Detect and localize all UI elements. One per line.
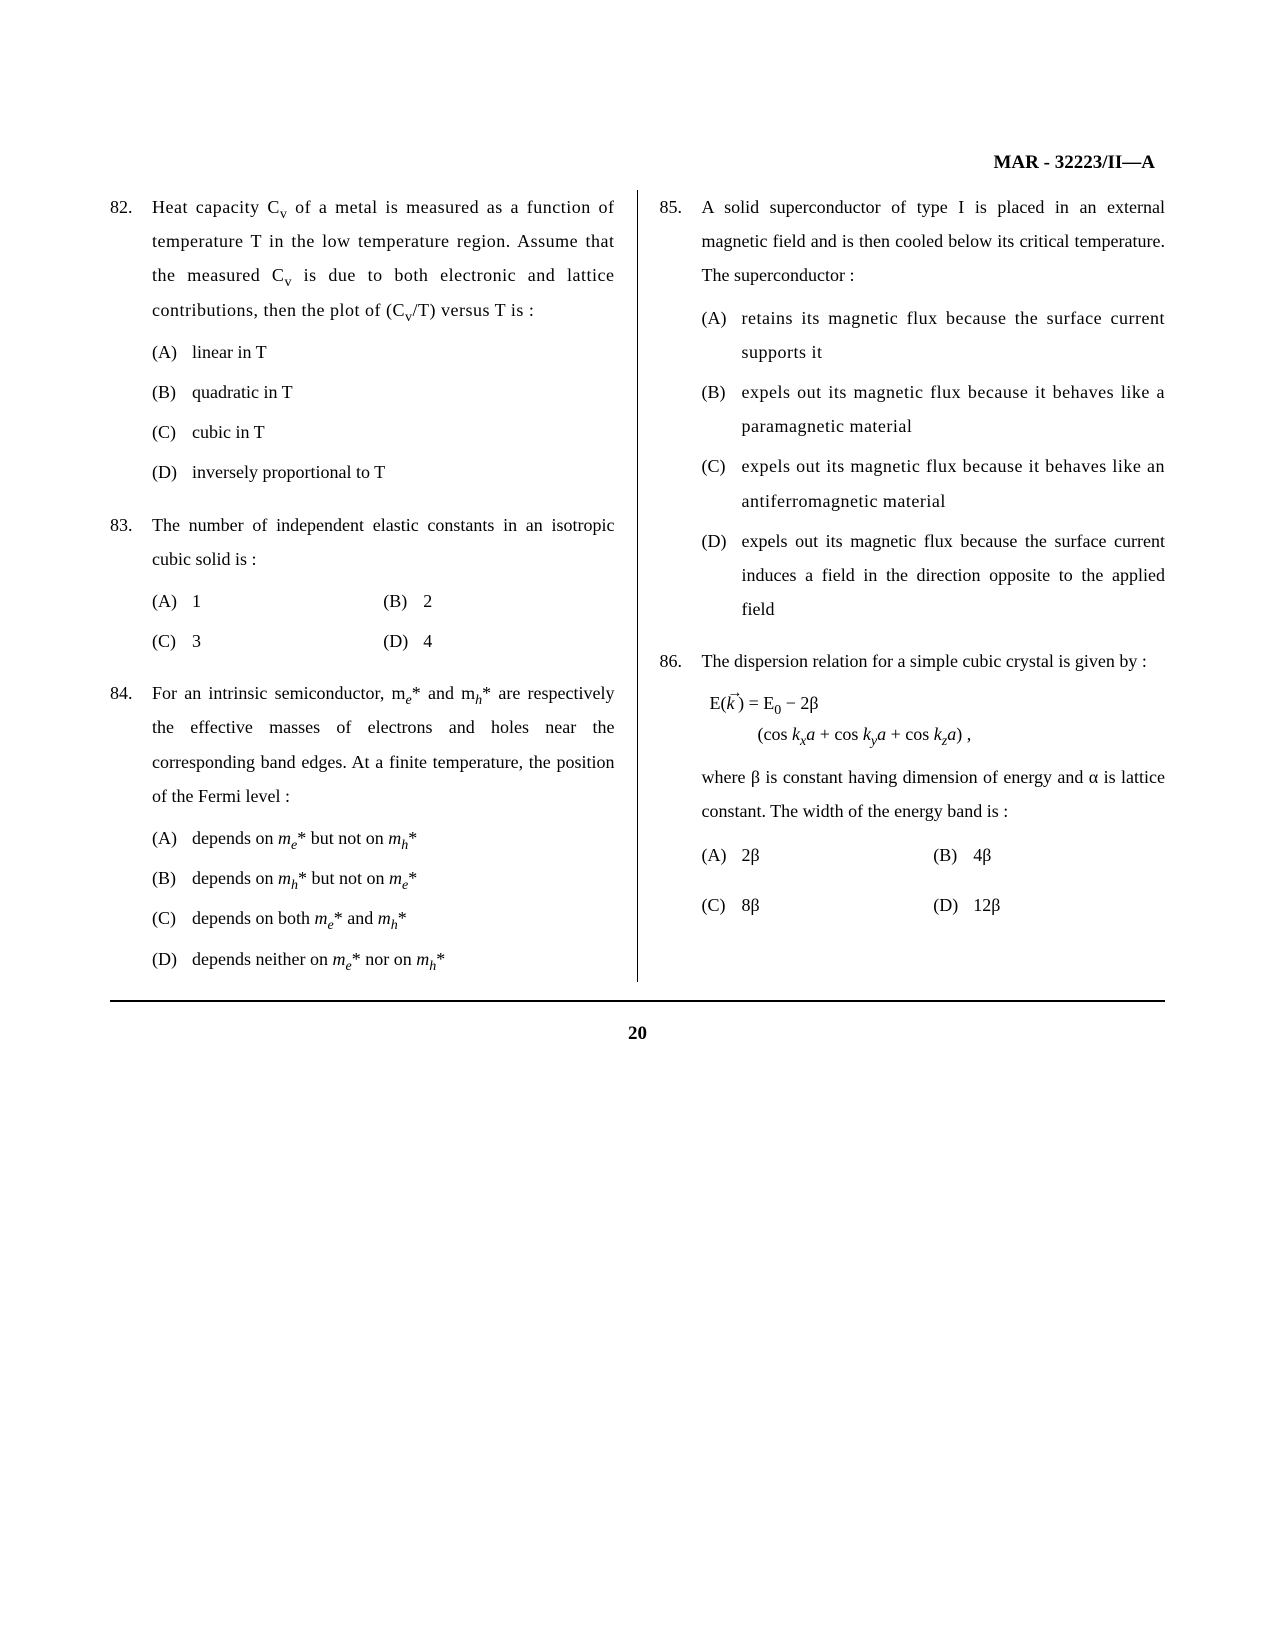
question-number: 86.	[660, 644, 702, 928]
question-body: The number of independent elastic consta…	[152, 508, 615, 665]
option-label: (D)	[152, 455, 192, 489]
question-body: A solid superconductor of type I is plac…	[702, 190, 1166, 632]
two-column-layout: 82. Heat capacity Cv of a metal is measu…	[110, 190, 1165, 1002]
option-c: (C) 8β	[702, 888, 934, 922]
option-b: (B) depends on mh* but not on me*	[152, 861, 615, 895]
question-83: 83. The number of independent elastic co…	[110, 508, 615, 665]
question-84: 84. For an intrinsic semiconductor, me* …	[110, 676, 615, 982]
question-85: 85. A solid superconductor of type I is …	[660, 190, 1166, 632]
dispersion-formula: E(k ) = E0 − 2β (cos kxa + cos kya + cos…	[710, 688, 1166, 749]
option-text: 2	[423, 584, 432, 618]
option-label: (A)	[702, 838, 742, 872]
options-list: (A) 1 (B) 2 (C) 3	[152, 584, 615, 658]
formula-line-1: E(k ) = E0 − 2β	[710, 688, 1166, 719]
option-label: (A)	[152, 335, 192, 369]
option-text: 4	[423, 624, 432, 658]
option-d: (D) depends neither on me* nor on mh*	[152, 942, 615, 976]
option-text: depends neither on me* nor on mh*	[192, 942, 615, 976]
option-b: (B) quadratic in T	[152, 375, 615, 409]
option-label: (C)	[152, 901, 192, 935]
option-text: depends on me* but not on mh*	[192, 821, 615, 855]
option-c: (C) cubic in T	[152, 415, 615, 449]
option-text: retains its magnetic flux because the su…	[742, 301, 1166, 369]
option-text: 3	[192, 624, 201, 658]
option-d: (D) 12β	[933, 888, 1165, 922]
question-stem-1: The dispersion relation for a simple cub…	[702, 644, 1166, 678]
option-label: (D)	[383, 624, 423, 658]
option-c: (C) depends on both me* and mh*	[152, 901, 615, 935]
right-column: 85. A solid superconductor of type I is …	[638, 190, 1166, 982]
option-a: (A) linear in T	[152, 335, 615, 369]
option-text: 12β	[973, 888, 1000, 922]
option-text: cubic in T	[192, 415, 615, 449]
question-stem: For an intrinsic semiconductor, me* and …	[152, 676, 615, 813]
page-number: 20	[110, 1016, 1165, 1052]
option-text: inversely proportional to T	[192, 455, 615, 489]
question-number: 84.	[110, 676, 152, 982]
option-label: (B)	[152, 375, 192, 409]
option-label: (C)	[152, 624, 192, 658]
question-stem: The number of independent elastic consta…	[152, 508, 615, 576]
option-label: (D)	[702, 524, 742, 627]
option-label: (B)	[152, 861, 192, 895]
option-d: (D) expels out its magnetic flux because…	[702, 524, 1166, 627]
option-text: expels out its magnetic flux because the…	[742, 524, 1166, 627]
options-list: (A) retains its magnetic flux because th…	[702, 301, 1166, 627]
option-label: (C)	[702, 449, 742, 517]
option-text: depends on mh* but not on me*	[192, 861, 615, 895]
option-row: (A) 1 (B) 2	[152, 584, 615, 618]
option-a: (A) depends on me* but not on mh*	[152, 821, 615, 855]
options-list: (A) depends on me* but not on mh* (B) de…	[152, 821, 615, 976]
option-label: (A)	[702, 301, 742, 369]
question-body: Heat capacity Cv of a metal is measured …	[152, 190, 615, 496]
question-number: 82.	[110, 190, 152, 496]
option-c: (C) expels out its magnetic flux because…	[702, 449, 1166, 517]
option-b: (B) 4β	[933, 838, 1165, 872]
option-label: (C)	[702, 888, 742, 922]
option-label: (A)	[152, 821, 192, 855]
option-text: depends on both me* and mh*	[192, 901, 615, 935]
option-label: (B)	[702, 375, 742, 443]
question-body: For an intrinsic semiconductor, me* and …	[152, 676, 615, 982]
question-stem-2: where β is constant having dimension of …	[702, 760, 1166, 828]
option-a: (A) 2β	[702, 838, 934, 872]
option-row: (C) 3 (D) 4	[152, 624, 615, 658]
question-stem: Heat capacity Cv of a metal is measured …	[152, 190, 615, 327]
option-a: (A) retains its magnetic flux because th…	[702, 301, 1166, 369]
option-text: 1	[192, 584, 201, 618]
question-number: 85.	[660, 190, 702, 632]
option-label: (C)	[152, 415, 192, 449]
options-list: (A) 2β (B) 4β (C) 8β	[702, 838, 1166, 922]
option-text: expels out its magnetic flux because it …	[742, 449, 1166, 517]
option-label: (D)	[152, 942, 192, 976]
option-row: (C) 8β (D) 12β	[702, 888, 1166, 922]
options-list: (A) linear in T (B) quadratic in T (C) c…	[152, 335, 615, 490]
option-text: expels out its magnetic flux because it …	[742, 375, 1166, 443]
option-b: (B) 2	[383, 584, 614, 618]
question-86: 86. The dispersion relation for a simple…	[660, 644, 1166, 928]
option-a: (A) 1	[152, 584, 383, 618]
question-stem: A solid superconductor of type I is plac…	[702, 190, 1166, 293]
option-text: linear in T	[192, 335, 615, 369]
option-c: (C) 3	[152, 624, 383, 658]
exam-code-header: MAR - 32223/II—A	[994, 145, 1156, 181]
option-text: quadratic in T	[192, 375, 615, 409]
formula-line-2: (cos kxa + cos kya + cos kza) ,	[710, 719, 1166, 750]
option-row: (A) 2β (B) 4β	[702, 838, 1166, 872]
option-label: (B)	[383, 584, 423, 618]
option-text: 8β	[742, 888, 760, 922]
option-label: (B)	[933, 838, 973, 872]
question-82: 82. Heat capacity Cv of a metal is measu…	[110, 190, 615, 496]
option-text: 4β	[973, 838, 991, 872]
option-label: (A)	[152, 584, 192, 618]
option-label: (D)	[933, 888, 973, 922]
question-body: The dispersion relation for a simple cub…	[702, 644, 1166, 928]
option-text: 2β	[742, 838, 760, 872]
option-d: (D) inversely proportional to T	[152, 455, 615, 489]
left-column: 82. Heat capacity Cv of a metal is measu…	[110, 190, 638, 982]
option-d: (D) 4	[383, 624, 614, 658]
option-b: (B) expels out its magnetic flux because…	[702, 375, 1166, 443]
question-number: 83.	[110, 508, 152, 665]
